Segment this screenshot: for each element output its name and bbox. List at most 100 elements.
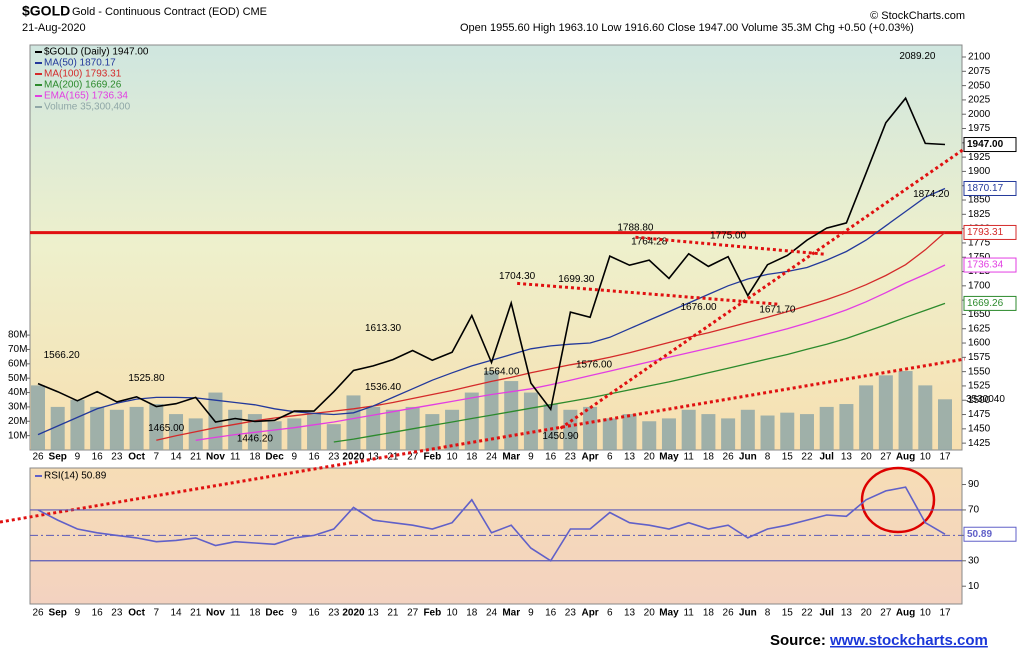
- x-tick-label: Jun: [739, 608, 757, 619]
- x-tick-label: Oct: [128, 452, 145, 463]
- y-tick-label: 1925: [968, 152, 991, 163]
- price-annotation: 1564.00: [483, 366, 520, 377]
- x-tick-label: Mar: [502, 452, 520, 463]
- x-tick-label: 22: [801, 452, 813, 463]
- y-tick-label: 1450: [968, 423, 991, 434]
- price-annotation: 1613.30: [365, 323, 402, 334]
- y-tick-label: 2025: [968, 95, 991, 106]
- y-tick-label: 90: [968, 479, 980, 490]
- x-tick-label: Dec: [265, 608, 284, 619]
- volume-bar: [918, 385, 933, 450]
- x-tick-label: 10: [447, 608, 459, 619]
- legend-label: Volume 35,300,400: [44, 102, 131, 113]
- ma-line: [333, 302, 946, 443]
- x-tick-label: 18: [466, 608, 478, 619]
- x-tick-label: 9: [75, 608, 81, 619]
- y-tick-label: 70: [968, 505, 980, 516]
- trend-line: [517, 281, 778, 306]
- volume-bar: [169, 414, 184, 450]
- x-tick-label: 26: [32, 452, 44, 463]
- legend-label: MA(100) 1793.31: [44, 69, 122, 80]
- volume-bar: [740, 409, 755, 450]
- x-tick-label: Dec: [265, 452, 284, 463]
- x-tick-label: 18: [703, 452, 715, 463]
- x-tick-label: 24: [486, 608, 498, 619]
- x-tick-label: Feb: [423, 452, 441, 463]
- x-tick-label: 11: [230, 452, 241, 463]
- x-tick-label: 20: [861, 452, 873, 463]
- price-annotation: 2089.20: [899, 51, 936, 62]
- x-tick-label: 20: [644, 608, 656, 619]
- x-tick-label: 23: [565, 452, 577, 463]
- y2-tick-label: 30M: [8, 402, 27, 413]
- x-tick-label: Nov: [206, 608, 225, 619]
- x-tick-label: 9: [292, 608, 298, 619]
- x-tick-label: 27: [407, 608, 419, 619]
- volume-bar: [129, 406, 144, 450]
- x-tick-label: 17: [939, 452, 951, 463]
- y-tick-label: 1700: [968, 280, 991, 291]
- price-annotation: 1446.20: [237, 434, 274, 445]
- volume-bar: [839, 404, 854, 450]
- volume-bar: [543, 404, 558, 450]
- x-tick-label: 23: [328, 452, 340, 463]
- x-tick-label: 14: [170, 608, 182, 619]
- last-value-box: [963, 526, 1017, 542]
- volume-bar: [681, 409, 696, 450]
- price-annotation: 1676.00: [680, 302, 717, 313]
- y-tick-label: 1500: [968, 395, 991, 406]
- x-tick-label: 13: [368, 452, 380, 463]
- x-tick-label: 21: [190, 608, 202, 619]
- x-tick-label: Sep: [49, 608, 67, 619]
- volume-bar: [898, 371, 913, 450]
- x-tick-label: 20: [861, 608, 873, 619]
- volume-bar: [799, 414, 814, 450]
- y-tick-label: 1775: [968, 238, 991, 249]
- price-annotation: 1788.80: [617, 223, 654, 234]
- volume-bar: [425, 414, 440, 450]
- y-tick-label: 1525: [968, 381, 991, 392]
- volume-bar: [642, 421, 657, 450]
- volume-bar: [859, 385, 874, 450]
- x-tick-label: 15: [782, 608, 794, 619]
- volume-bar: [31, 385, 45, 450]
- y-tick-label: 1600: [968, 338, 991, 349]
- x-tick-label: 20: [644, 452, 656, 463]
- x-tick-label: 17: [939, 608, 951, 619]
- x-tick-label: 11: [683, 452, 694, 463]
- x-tick-label: 11: [230, 608, 241, 619]
- price-annotation: 1699.30: [558, 274, 595, 285]
- volume-bar: [109, 409, 124, 450]
- volume-bar: [267, 421, 282, 450]
- x-tick-label: 8: [765, 608, 771, 619]
- x-tick-label: 18: [249, 452, 261, 463]
- last-value-label: 1669.26: [967, 298, 1004, 309]
- y2-tick-label: 70M: [8, 344, 27, 355]
- volume-bar: [563, 409, 578, 450]
- price-annotation: 1775.00: [710, 231, 747, 242]
- x-tick-label: 23: [111, 608, 123, 619]
- y2-tick-label: 20M: [8, 416, 27, 427]
- x-tick-label: 26: [723, 608, 735, 619]
- last-value-box: [963, 224, 1017, 240]
- x-tick-label: Aug: [896, 452, 915, 463]
- x-tick-label: 26: [32, 608, 44, 619]
- x-tick-label: 2020: [342, 608, 365, 619]
- y2-tick-label: 10M: [8, 430, 27, 441]
- volume-bar: [701, 414, 716, 450]
- x-tick-label: 9: [292, 452, 298, 463]
- x-tick-label: 13: [624, 452, 636, 463]
- volume-bar: [346, 395, 361, 450]
- source-link[interactable]: www.stockcharts.com: [829, 632, 988, 649]
- last-value-box: [963, 295, 1017, 311]
- x-tick-label: Jul: [819, 452, 834, 463]
- y-tick-label: 1575: [968, 352, 991, 363]
- legend-label: MA(200) 1669.26: [44, 80, 122, 91]
- price-annotation: 1450.90: [542, 431, 579, 442]
- price-annotation: 1536.40: [365, 382, 402, 393]
- x-tick-label: Jul: [819, 608, 834, 619]
- source-label: Source:: [770, 632, 826, 649]
- legend-label: $GOLD (Daily) 1947.00: [44, 47, 149, 58]
- x-tick-label: 2020: [342, 452, 365, 463]
